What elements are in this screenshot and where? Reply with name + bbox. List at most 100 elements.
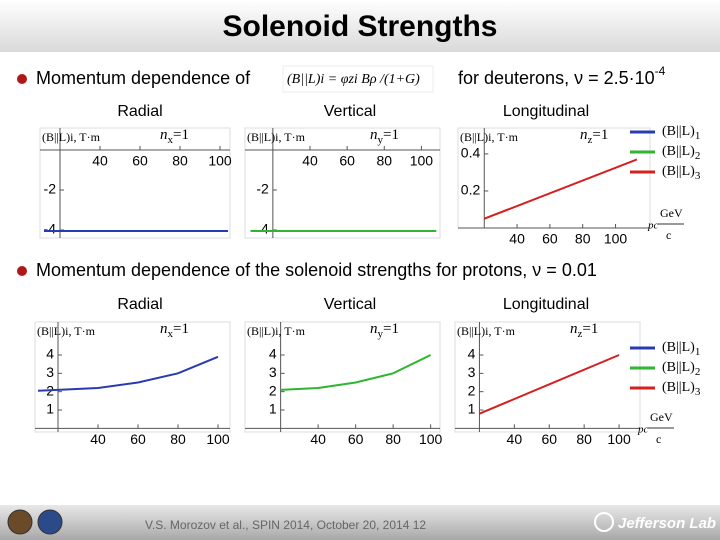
n-rest: =1 (383, 321, 399, 337)
legend-base: (B||L) (662, 340, 695, 355)
bullet-text: Momentum dependence of the solenoid stre… (36, 260, 597, 280)
n-sub: y (378, 134, 384, 146)
x-tick-label: 80 (172, 153, 188, 169)
legend-base: (B||L) (662, 124, 695, 139)
footer-text: V.S. Morozov et al., SPIN 2014, October … (145, 518, 426, 532)
x-tick-label: 100 (604, 231, 628, 247)
y-tick-label: 4 (468, 346, 476, 362)
x-tick-label: 40 (92, 153, 108, 169)
n: n (370, 127, 378, 143)
legend-base: (B||L) (662, 164, 695, 179)
y-axis-label: (B||L)i, T·m (247, 130, 306, 144)
x-tick-label: 80 (385, 431, 401, 447)
x-tick-label: 100 (607, 431, 631, 447)
plot-frame (39, 127, 231, 239)
legend-sub: 2 (695, 150, 701, 162)
n-rest: =1 (173, 127, 189, 143)
x-tick-label: 40 (509, 231, 525, 247)
x-tick-label: 40 (507, 431, 523, 447)
y-axis-label: (B||L)i, T·m (460, 130, 519, 144)
text: for deuterons, ν = 2.5·10 (458, 68, 655, 88)
x-tick-label: 80 (575, 231, 591, 247)
data-line (37, 355, 219, 392)
data-line (280, 354, 432, 391)
n-sub: z (588, 134, 593, 146)
y-tick-label: 4 (269, 346, 277, 362)
n: n (570, 321, 578, 337)
bullet-text: Momentum dependence of (36, 68, 251, 88)
n: n (160, 321, 168, 337)
x-unit: GeV (660, 206, 683, 220)
legend-sub: 3 (695, 386, 701, 398)
y-tick-label: -2 (44, 181, 57, 197)
y-tick-label: 4 (261, 221, 269, 237)
plot-heading: Vertical (324, 296, 376, 313)
formula-box (282, 65, 434, 93)
plot-frame (454, 321, 641, 433)
legend-entry: (B||L)3 (662, 380, 701, 397)
y-axis-label: (B||L)i, T·m (42, 130, 101, 144)
data-line (483, 158, 638, 220)
y-tick-label: 0.4 (461, 145, 481, 161)
bullet (17, 74, 27, 84)
n-label: ny=1 (370, 321, 399, 339)
legend-sub: 2 (695, 366, 701, 378)
y-tick-label: 1 (46, 401, 54, 417)
n-label: nz=1 (580, 127, 608, 145)
n-rest: =1 (592, 127, 608, 143)
x-tick-label: 40 (310, 431, 326, 447)
y-axis-label: (B||L)i, T·m (457, 324, 516, 338)
legend-entry: (B||L)2 (662, 360, 700, 377)
y-axis-label: (B||L)i, T·m (247, 324, 306, 338)
legend-entry: (B||L)1 (662, 340, 700, 357)
y-axis-label: (B||L)i, T·m (37, 324, 96, 338)
legend-entry: (B||L)3 (662, 164, 701, 181)
plot-frame (244, 127, 441, 239)
legend-entry: (B||L)2 (662, 144, 700, 161)
plot-heading: Radial (117, 103, 162, 120)
y-tick-label: 3 (269, 364, 277, 380)
n-label: nz=1 (570, 321, 598, 339)
legend-base: (B||L) (662, 360, 695, 375)
bullet (17, 266, 27, 276)
n-rest: =1 (582, 321, 598, 337)
x-tick-label: 100 (206, 431, 230, 447)
n-sub: x (168, 134, 174, 146)
n-label: ny=1 (370, 127, 399, 145)
legend-base: (B||L) (662, 144, 695, 159)
legend-sub: 1 (695, 130, 701, 142)
y-tick-label: 3 (468, 364, 476, 380)
x-tick-label: 60 (542, 231, 558, 247)
x-unit: c (666, 228, 671, 242)
x-label: pc (637, 424, 649, 436)
logo-mark (594, 512, 614, 532)
y-tick-label: -4 (44, 221, 57, 237)
x-unit: c (656, 432, 661, 446)
n: n (160, 127, 168, 143)
x-tick-label: 100 (410, 153, 434, 169)
n-rest: =1 (383, 127, 399, 143)
y-tick-label: 1 (468, 401, 476, 417)
y-tick-label: 0.2 (461, 182, 481, 198)
x-tick-label: 80 (170, 431, 186, 447)
x-tick-label: 100 (208, 153, 232, 169)
n-sub: z (578, 328, 583, 340)
y-tick-label: -2 (256, 181, 269, 197)
y-tick-label: 1 (269, 401, 277, 417)
plot-heading: Longitudinal (503, 103, 589, 120)
logo-left (7, 509, 33, 535)
x-unit: GeV (650, 410, 673, 424)
n: n (580, 127, 588, 143)
n-label: nx=1 (160, 321, 189, 339)
n-label: nx=1 (160, 127, 189, 145)
legend-sub: 1 (695, 346, 701, 358)
n-sub: x (168, 328, 174, 340)
data-line (479, 354, 620, 415)
plot-frame (244, 321, 441, 433)
logo-text: Jefferson Lab (618, 515, 716, 532)
y-tick-label: 2 (269, 382, 277, 398)
legend-base: (B||L) (662, 380, 695, 395)
x-tick-label: 80 (576, 431, 592, 447)
n-rest: =1 (173, 321, 189, 337)
